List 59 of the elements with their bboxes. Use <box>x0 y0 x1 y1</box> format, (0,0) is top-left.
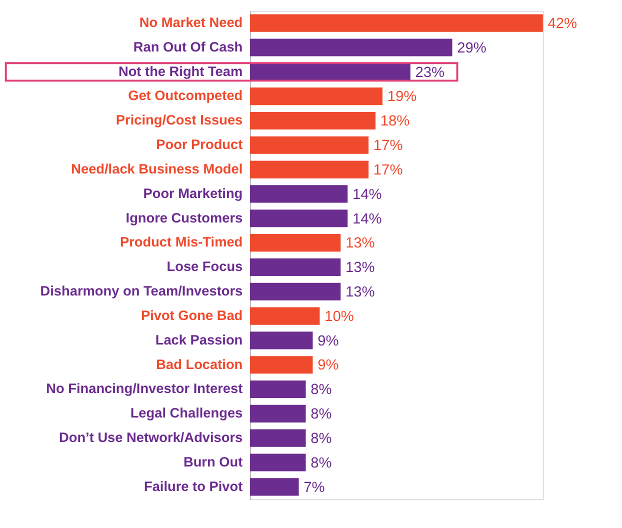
bar <box>250 454 306 472</box>
data-label: 18% <box>380 114 410 130</box>
bar <box>250 356 313 374</box>
y-tick-label: Bad Location <box>156 356 243 372</box>
y-tick-label: Need/lack Business Model <box>71 161 243 176</box>
y-tick-label: Lose Focus <box>166 259 244 274</box>
data-label: 7% <box>304 480 325 496</box>
bar <box>250 478 299 496</box>
data-label: 19% <box>387 89 417 106</box>
bar <box>250 160 369 178</box>
data-label: 9% <box>318 358 339 374</box>
y-tick-label: Ran Out Of Cash <box>133 39 243 54</box>
bar <box>250 307 320 325</box>
data-label: 8% <box>310 455 332 472</box>
y-tick-label: Pivot Gone Bad <box>140 308 243 323</box>
bar <box>250 136 369 154</box>
y-tick-label: Not the Right Team <box>118 64 243 79</box>
data-label: 14% <box>352 211 382 228</box>
y-tick-label: Failure to Pivot <box>144 478 244 494</box>
y-tick-label: Disharmony on Team/Investors <box>40 284 244 299</box>
bar <box>250 332 313 350</box>
bar <box>250 429 306 447</box>
data-label: 42% <box>548 16 578 32</box>
y-tick-label: Pricing/Cost Issues <box>116 112 244 128</box>
data-label: 23% <box>415 64 445 81</box>
bar <box>250 282 341 300</box>
data-label: 8% <box>310 406 332 423</box>
bar <box>250 88 382 106</box>
bar <box>250 258 341 276</box>
bar <box>250 185 348 203</box>
bar <box>250 38 452 56</box>
data-label: 8% <box>310 382 332 398</box>
y-tick-label: No Financing/Investor Interest <box>46 381 244 396</box>
y-tick-label: Don’t Use Network/Advisors <box>59 430 244 445</box>
data-label: 13% <box>346 236 375 252</box>
bar <box>250 14 543 32</box>
y-tick-label: Ignore Customers <box>126 210 244 226</box>
bar <box>250 234 341 252</box>
data-label: 13% <box>346 260 375 276</box>
y-tick-label: Get Outcompeted <box>128 88 243 104</box>
data-label: 9% <box>318 333 339 350</box>
data-label: 17% <box>373 162 403 178</box>
y-tick-label: Lack Passion <box>155 332 243 348</box>
y-tick-label: Poor Marketing <box>143 186 243 201</box>
data-label: 8% <box>310 430 332 447</box>
bar <box>250 210 348 228</box>
bar <box>250 404 306 422</box>
data-label: 17% <box>373 138 403 154</box>
data-label: 13% <box>346 284 375 300</box>
bar <box>250 112 376 130</box>
y-tick-label: Poor Product <box>156 137 244 152</box>
y-tick-label: No Market Need <box>139 15 243 30</box>
data-label: 10% <box>324 308 354 325</box>
data-label: 29% <box>457 40 486 56</box>
y-tick-label: Product Mis-Timed <box>120 234 243 250</box>
data-label: 14% <box>352 186 382 203</box>
bar <box>250 380 306 398</box>
y-tick-label: Burn Out <box>183 454 244 470</box>
y-tick-label: Legal Challenges <box>130 406 244 421</box>
